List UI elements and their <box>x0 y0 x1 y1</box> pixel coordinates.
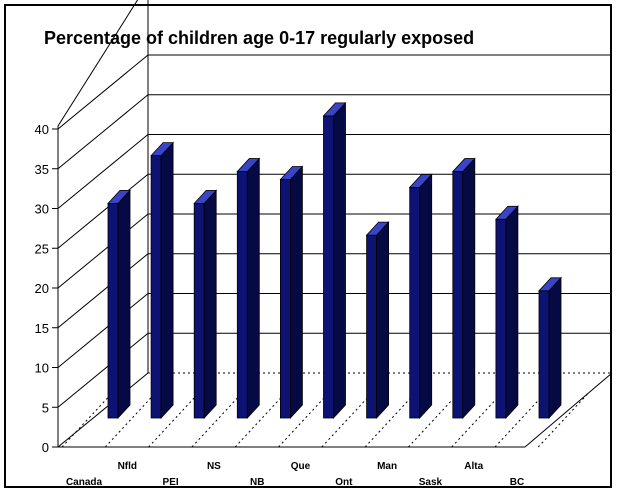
x-tick-label-bc: BC <box>510 477 524 488</box>
gridline-30 <box>52 134 612 209</box>
bar-pei <box>193 189 218 420</box>
floor-divider <box>61 393 112 448</box>
x-tick-label-nfld: Nfld <box>118 461 137 472</box>
floor-divider <box>234 393 286 448</box>
x-tick-label-ns: NS <box>207 461 221 472</box>
floor-divider <box>191 393 242 448</box>
bar-alta <box>494 205 519 420</box>
gridline-25 <box>52 173 612 249</box>
y-tick-label: 20 <box>35 281 49 296</box>
y-axis-ticks: 0 5 10 15 20 25 30 35 40 <box>35 122 49 455</box>
x-axis-labels: Canada Nfld PEI NS NB Que Ont Man Sask Alta BC <box>66 461 524 488</box>
floor-right-edge <box>524 372 613 448</box>
gridline-0 <box>52 372 149 448</box>
x-tick-label-pei: PEI <box>163 477 179 488</box>
y-tick-label: 10 <box>35 361 49 376</box>
bar-bc <box>538 276 562 420</box>
floor-divider <box>451 393 502 448</box>
x-tick-label-canada: Canada <box>66 477 103 488</box>
x-tick-label-que: Que <box>291 461 311 472</box>
y-tick-label: 30 <box>35 202 49 217</box>
y-tick-label: 15 <box>35 321 49 336</box>
x-tick-label-ont: Ont <box>335 477 353 488</box>
x-tick-label-man: Man <box>377 461 397 472</box>
left-wall-top-edge <box>57 0 139 127</box>
floor-divider <box>321 393 372 448</box>
floor-divider <box>278 393 329 448</box>
floor-divider <box>148 393 199 448</box>
bar-sask <box>451 157 476 420</box>
y-tick-label: 35 <box>35 162 49 177</box>
bar-canada <box>107 189 131 420</box>
bars <box>107 101 562 420</box>
y-tick-label: 0 <box>42 440 49 455</box>
floor-divider <box>364 393 415 448</box>
x-tick-label-nb: NB <box>250 477 264 488</box>
floor-divider <box>104 393 156 448</box>
gridline-40 <box>52 54 612 130</box>
chart-title: Percentage of children age 0-17 regularl… <box>44 28 475 48</box>
floor-divider <box>408 393 459 448</box>
x-tick-label-alta: Alta <box>464 461 483 472</box>
bar-nfld <box>150 141 175 420</box>
bar-nb <box>279 165 304 420</box>
x-tick-label-sask: Sask <box>419 477 443 488</box>
y-tick-label: 5 <box>42 400 49 415</box>
y-tick-label: 40 <box>35 122 49 137</box>
gridline-20 <box>52 213 612 289</box>
y-tick-label: 25 <box>35 241 49 256</box>
gridline-35 <box>52 94 612 170</box>
floor-divider <box>494 393 545 448</box>
bar-ont <box>365 221 390 420</box>
bar-man <box>408 173 433 420</box>
bar-que <box>322 101 347 420</box>
floor-divider <box>537 393 589 448</box>
bar-ns <box>236 157 261 420</box>
